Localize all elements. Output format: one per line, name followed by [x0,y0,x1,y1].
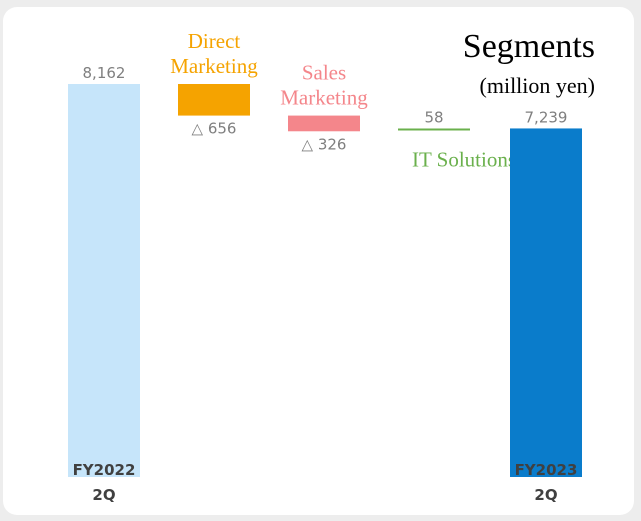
category-label-fy2023-2q-1: FY2023 [515,461,578,479]
category-label-sales-marketing-2: Marketing [280,86,368,110]
value-label-fy2023-2q: 7,239 [525,108,568,126]
category-label-fy2023-2q-2: 2Q [534,486,557,504]
bar-fy2022-2q [68,84,140,477]
category-label-direct-marketing-2: Marketing [170,54,258,78]
value-label-it-solutions: 58 [424,108,443,126]
value-label-sales-marketing: △ 326 [302,135,347,153]
chart-title: Segments [463,28,595,65]
category-label-fy2022-2q-2: 2Q [92,486,115,504]
category-label-sales-marketing-1: Sales [302,61,346,85]
category-label-it-solutions-1: IT Solutions [412,147,516,171]
bar-fy2023-2q [510,128,582,477]
value-label-fy2022-2q: 8,162 [83,64,126,82]
category-label-direct-marketing-1: Direct [188,29,241,53]
value-label-direct-marketing: △ 656 [192,120,237,138]
bar-it-solutions [398,128,470,131]
bar-direct-marketing [178,84,250,116]
bar-sales-marketing [288,115,360,132]
chart-subtitle: (million yen) [480,73,595,98]
category-label-fy2022-2q-1: FY2022 [73,461,136,479]
